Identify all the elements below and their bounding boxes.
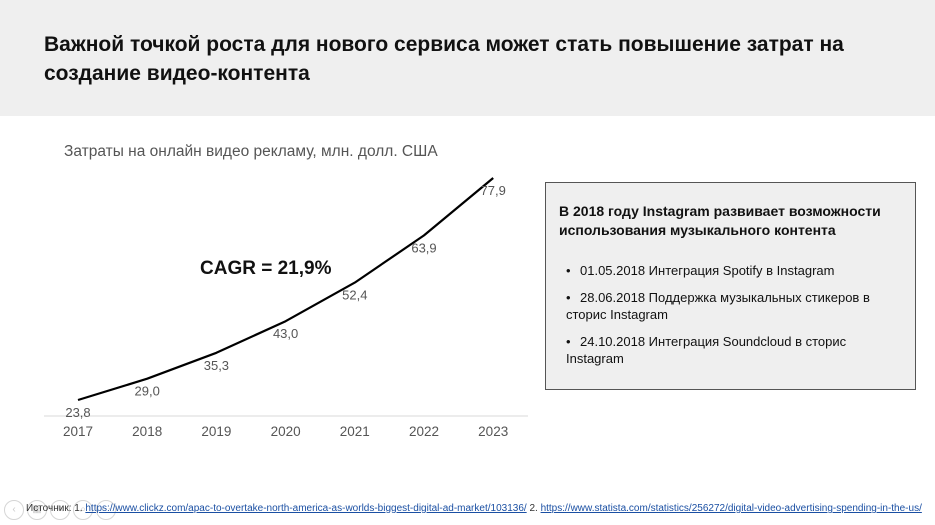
x-tick-label: 2022 (409, 424, 439, 439)
grid-icon[interactable]: ▦ (27, 500, 47, 520)
cagr-annotation: CAGR = 21,9% (200, 258, 332, 279)
info-heading: В 2018 году Instagram развивает возможно… (559, 203, 881, 238)
source-footnote: Источник: 1. https://www.clickz.com/apac… (26, 503, 922, 514)
chart-title: Затраты на онлайн видео рекламу, млн. до… (64, 143, 438, 160)
prev-icon[interactable]: ‹ (4, 500, 24, 520)
bullet-icon: • (566, 263, 571, 278)
x-tick-label: 2020 (271, 424, 301, 439)
data-label: 35,3 (204, 358, 229, 373)
source-prefix: Источник: 1. (26, 503, 83, 514)
x-tick-label: 2019 (201, 424, 231, 439)
info-box: В 2018 году Instagram развивает возможно… (545, 182, 916, 390)
x-tick-label: 2018 (132, 424, 162, 439)
data-label: 43,0 (273, 326, 298, 341)
data-label: 52,4 (342, 288, 367, 303)
list-item: • 24.10.2018 Интеграция Soundcloud в стор… (566, 333, 901, 367)
data-label: 77,9 (481, 183, 506, 198)
source-link-1[interactable]: https://www.clickz.com/apac-to-overtake-… (85, 503, 527, 514)
x-tick-label: 2021 (340, 424, 370, 439)
list-item-text: 01.05.2018 Интеграция Spotify в Instagra… (580, 263, 835, 278)
list-item-text: 28.06.2018 Поддержка музыкальных стикеро… (566, 290, 870, 322)
edit-icon[interactable]: ✎ (50, 500, 70, 520)
series-line (77, 177, 494, 402)
info-list: • 01.05.2018 Интеграция Spotify в Instagr… (566, 262, 901, 377)
source-link-2[interactable]: https://www.statista.com/statistics/2562… (540, 503, 922, 514)
header-band (0, 0, 935, 116)
slide-nav-controls: ‹ ▦ ✎ ⌕ ⋯ (4, 500, 116, 520)
list-item-text: 24.10.2018 Интеграция Soundcloud в стори… (566, 334, 847, 366)
data-label: 63,9 (411, 240, 436, 255)
data-label: 29,0 (135, 384, 160, 399)
slide-title: Важной точкой роста для нового сервиса м… (44, 33, 844, 85)
bullet-icon: • (566, 290, 571, 305)
source-middle: 2. (529, 503, 538, 514)
bullet-icon: • (566, 334, 571, 349)
x-tick-label: 2023 (478, 424, 508, 439)
list-item: • 28.06.2018 Поддержка музыкальных стикер… (566, 289, 901, 323)
list-item: • 01.05.2018 Интеграция Spotify в Instagr… (566, 262, 901, 279)
zoom-icon[interactable]: ⌕ (73, 500, 93, 520)
more-icon[interactable]: ⋯ (96, 500, 116, 520)
x-tick-label: 2017 (63, 424, 93, 439)
data-label: 23,8 (65, 405, 90, 420)
